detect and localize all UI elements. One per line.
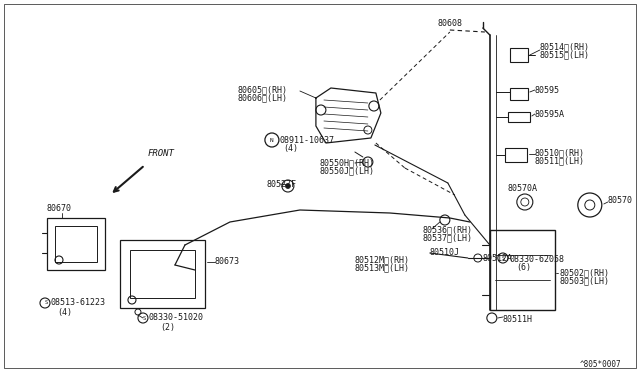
- Bar: [510, 88, 528, 100]
- Bar: [47, 218, 105, 270]
- Text: (2): (2): [160, 323, 175, 332]
- Text: ^805*0007: ^805*0007: [580, 360, 621, 369]
- Text: (4): (4): [283, 144, 298, 153]
- Text: 80511H: 80511H: [503, 315, 533, 324]
- Bar: [490, 230, 555, 310]
- Text: 08513-61223: 08513-61223: [51, 298, 106, 307]
- Text: 80502　(RH): 80502 (RH): [560, 268, 610, 277]
- Text: S: S: [501, 256, 504, 260]
- Text: 80536　(RH): 80536 (RH): [423, 225, 473, 234]
- Text: 80673: 80673: [215, 257, 240, 266]
- Text: 80513M　(LH): 80513M (LH): [355, 263, 410, 272]
- Text: 80670: 80670: [47, 204, 72, 213]
- Text: 80510　(RH): 80510 (RH): [535, 148, 585, 157]
- Bar: [505, 148, 527, 162]
- Bar: [130, 250, 195, 298]
- Text: N: N: [270, 138, 274, 142]
- Text: 80527F: 80527F: [267, 180, 297, 189]
- Text: 80537　(LH): 80537 (LH): [423, 233, 473, 242]
- Text: FRONT: FRONT: [148, 149, 175, 158]
- Text: 08911-10637: 08911-10637: [280, 136, 335, 145]
- Text: S: S: [142, 315, 145, 321]
- Text: 80510J: 80510J: [430, 248, 460, 257]
- Bar: [508, 112, 530, 122]
- Text: S: S: [44, 301, 47, 305]
- Text: 80515　(LH): 80515 (LH): [540, 50, 590, 59]
- Text: 08330-62058: 08330-62058: [510, 255, 565, 264]
- Bar: [55, 226, 97, 262]
- Text: 80570A: 80570A: [508, 184, 538, 193]
- Text: (6): (6): [516, 263, 531, 272]
- Text: 80512A: 80512A: [483, 254, 513, 263]
- Text: 80514　(RH): 80514 (RH): [540, 42, 590, 51]
- Bar: [510, 48, 528, 62]
- Bar: [120, 240, 205, 308]
- Text: 80550H　(RH): 80550H (RH): [320, 158, 375, 167]
- Circle shape: [285, 183, 291, 189]
- Text: 80511　(LH): 80511 (LH): [535, 156, 585, 165]
- Text: 80503　(LH): 80503 (LH): [560, 276, 610, 285]
- Text: 80570: 80570: [608, 196, 633, 205]
- Text: 80512M　(RH): 80512M (RH): [355, 255, 410, 264]
- Text: 80550J　(LH): 80550J (LH): [320, 166, 375, 175]
- Text: 08330-51020: 08330-51020: [149, 313, 204, 322]
- Text: 80608: 80608: [437, 19, 462, 28]
- Text: (4): (4): [57, 308, 72, 317]
- Text: 80595: 80595: [535, 86, 560, 95]
- Text: 80606　(LH): 80606 (LH): [238, 93, 288, 102]
- Text: 80605　(RH): 80605 (RH): [238, 85, 288, 94]
- Text: 80595A: 80595A: [535, 110, 565, 119]
